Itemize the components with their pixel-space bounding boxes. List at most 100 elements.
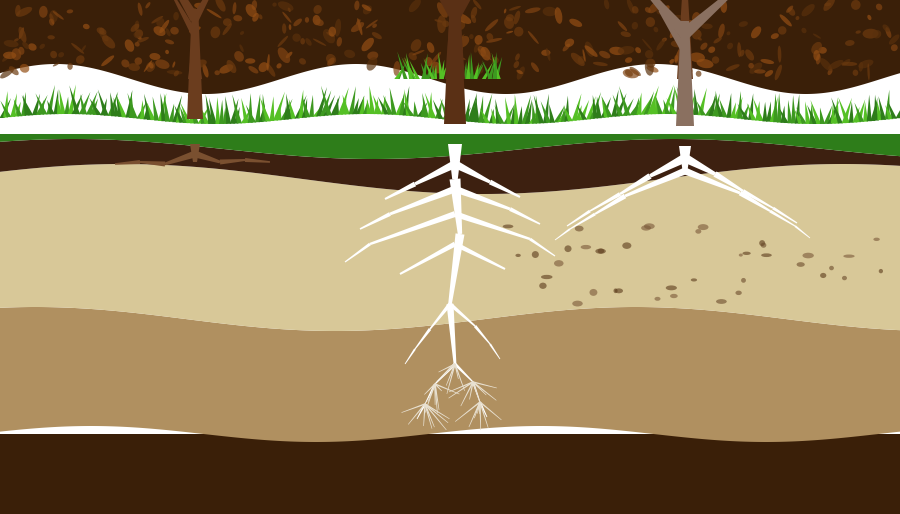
Polygon shape	[245, 158, 270, 163]
Ellipse shape	[146, 62, 155, 72]
Ellipse shape	[842, 62, 858, 66]
Ellipse shape	[102, 35, 115, 48]
Polygon shape	[78, 92, 90, 114]
Ellipse shape	[646, 66, 659, 72]
Ellipse shape	[642, 39, 652, 51]
Polygon shape	[472, 382, 481, 402]
Polygon shape	[795, 94, 800, 123]
Polygon shape	[464, 62, 467, 79]
Polygon shape	[654, 97, 660, 114]
Ellipse shape	[326, 32, 335, 37]
Polygon shape	[809, 104, 814, 124]
Ellipse shape	[716, 299, 727, 304]
Polygon shape	[638, 0, 689, 38]
Ellipse shape	[873, 30, 881, 39]
Polygon shape	[144, 94, 152, 120]
Ellipse shape	[477, 48, 491, 60]
Ellipse shape	[514, 27, 524, 36]
Ellipse shape	[700, 43, 707, 50]
Ellipse shape	[452, 51, 461, 58]
Polygon shape	[414, 160, 457, 186]
Polygon shape	[453, 63, 456, 79]
Polygon shape	[71, 94, 83, 114]
Ellipse shape	[598, 248, 604, 253]
Polygon shape	[874, 95, 879, 121]
Polygon shape	[100, 98, 107, 115]
Polygon shape	[534, 95, 544, 123]
Ellipse shape	[739, 253, 742, 256]
Ellipse shape	[207, 9, 221, 19]
Ellipse shape	[2, 53, 11, 62]
Ellipse shape	[506, 31, 513, 33]
Polygon shape	[471, 95, 477, 122]
Ellipse shape	[883, 25, 890, 32]
Ellipse shape	[259, 14, 263, 20]
Ellipse shape	[427, 42, 435, 53]
Polygon shape	[773, 94, 778, 122]
Polygon shape	[360, 212, 391, 230]
Polygon shape	[390, 186, 456, 215]
Polygon shape	[140, 100, 145, 119]
Ellipse shape	[40, 44, 45, 49]
Ellipse shape	[485, 19, 499, 31]
Ellipse shape	[765, 70, 773, 77]
Ellipse shape	[632, 22, 638, 29]
Ellipse shape	[313, 5, 321, 14]
Polygon shape	[35, 95, 48, 115]
Polygon shape	[424, 58, 435, 79]
Polygon shape	[276, 104, 282, 120]
Polygon shape	[677, 86, 688, 114]
Ellipse shape	[528, 31, 539, 44]
Ellipse shape	[478, 46, 486, 57]
Polygon shape	[402, 101, 415, 116]
Polygon shape	[480, 402, 489, 428]
Polygon shape	[425, 403, 446, 430]
Polygon shape	[232, 95, 242, 123]
Ellipse shape	[344, 50, 356, 58]
Ellipse shape	[278, 47, 290, 63]
Ellipse shape	[735, 290, 742, 295]
Polygon shape	[708, 94, 716, 116]
Polygon shape	[89, 98, 102, 115]
Ellipse shape	[665, 15, 683, 19]
Ellipse shape	[429, 52, 441, 66]
Polygon shape	[116, 94, 123, 117]
Ellipse shape	[266, 63, 275, 77]
Polygon shape	[240, 107, 252, 123]
Polygon shape	[449, 363, 455, 370]
Ellipse shape	[14, 38, 19, 42]
Polygon shape	[406, 53, 413, 79]
Ellipse shape	[469, 34, 473, 39]
Polygon shape	[425, 403, 450, 419]
Ellipse shape	[39, 6, 48, 18]
Ellipse shape	[691, 279, 698, 282]
Ellipse shape	[696, 229, 701, 234]
Polygon shape	[370, 211, 456, 245]
Polygon shape	[452, 52, 464, 79]
Polygon shape	[428, 92, 433, 118]
Ellipse shape	[76, 56, 85, 64]
Polygon shape	[425, 93, 436, 118]
Polygon shape	[480, 402, 481, 430]
Ellipse shape	[515, 53, 520, 61]
Polygon shape	[140, 161, 166, 167]
Ellipse shape	[151, 16, 163, 24]
Ellipse shape	[362, 38, 374, 51]
Ellipse shape	[802, 4, 814, 16]
Polygon shape	[448, 144, 462, 179]
Polygon shape	[480, 108, 491, 123]
Polygon shape	[241, 98, 249, 123]
Polygon shape	[472, 382, 481, 405]
Polygon shape	[742, 189, 773, 209]
Ellipse shape	[99, 31, 109, 41]
Ellipse shape	[486, 38, 502, 43]
Polygon shape	[887, 101, 897, 119]
Ellipse shape	[337, 37, 342, 47]
Polygon shape	[896, 103, 900, 118]
Polygon shape	[676, 21, 694, 126]
Ellipse shape	[761, 253, 772, 257]
Ellipse shape	[154, 26, 166, 36]
Ellipse shape	[144, 60, 152, 72]
Ellipse shape	[122, 60, 130, 67]
Ellipse shape	[751, 26, 761, 39]
